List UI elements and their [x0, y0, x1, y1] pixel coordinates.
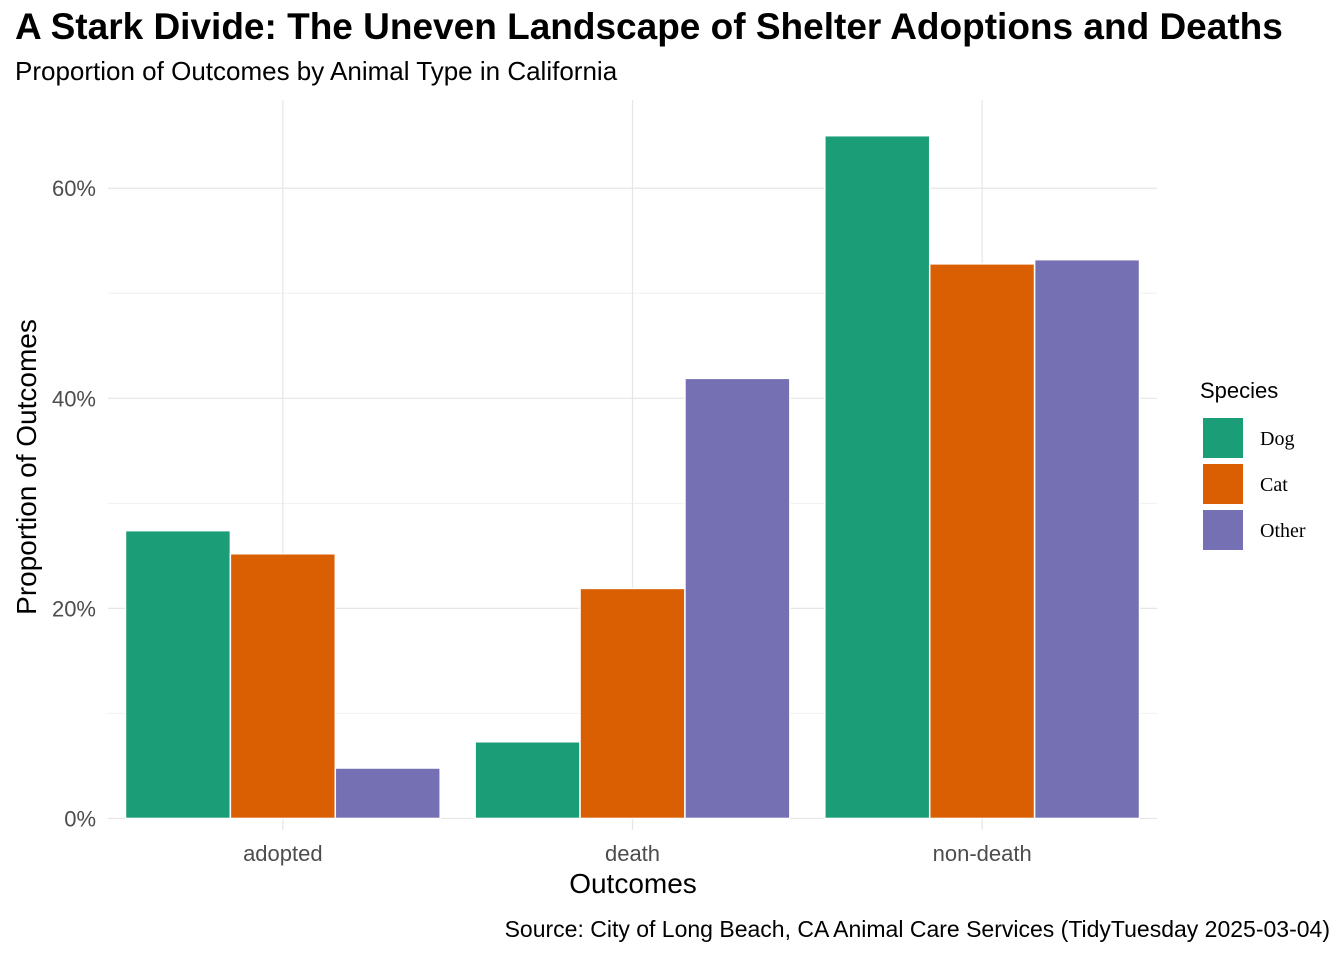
- legend-key-other: [1203, 510, 1243, 550]
- x-axis-title: Outcomes: [569, 868, 697, 899]
- bar-other-death: [684, 377, 791, 820]
- x-tick-label: death: [605, 841, 660, 866]
- bar-other-non-death: [1033, 258, 1141, 820]
- chart-subtitle: Proportion of Outcomes by Animal Type in…: [15, 56, 618, 86]
- y-tick-label: 0%: [64, 806, 96, 831]
- legend-title: Species: [1200, 378, 1278, 403]
- bars: [124, 134, 1141, 820]
- y-tick-label: 20%: [52, 596, 96, 621]
- bar-dog-death: [474, 741, 581, 820]
- x-tick-label: adopted: [243, 841, 323, 866]
- y-tick-label: 40%: [52, 386, 96, 411]
- chart-title: A Stark Divide: The Uneven Landscape of …: [15, 6, 1283, 47]
- legend-label-dog: Dog: [1260, 428, 1294, 450]
- bar-other-adopted: [334, 767, 441, 820]
- legend-key-dog: [1203, 418, 1243, 458]
- chart-caption: Source: City of Long Beach, CA Animal Ca…: [504, 916, 1330, 942]
- bar-cat-death: [579, 587, 686, 820]
- x-tick-label: non-death: [933, 841, 1032, 866]
- legend-label-cat: Cat: [1260, 474, 1288, 496]
- legend-key-cat: [1203, 464, 1243, 504]
- bar-cat-adopted: [229, 553, 337, 820]
- legend: Species Dog Cat Other: [1200, 378, 1306, 550]
- y-tick-label: 60%: [52, 176, 96, 201]
- x-axis-ticks: adopted death non-death: [243, 841, 1032, 866]
- bar-cat-non-death: [928, 263, 1036, 820]
- bar-dog-non-death: [824, 134, 931, 820]
- legend-label-other: Other: [1260, 520, 1306, 542]
- y-axis-ticks: 0% 20% 40% 60%: [52, 176, 96, 831]
- bar-dog-adopted: [124, 529, 232, 820]
- y-axis-title: Proportion of Outcomes: [11, 319, 42, 615]
